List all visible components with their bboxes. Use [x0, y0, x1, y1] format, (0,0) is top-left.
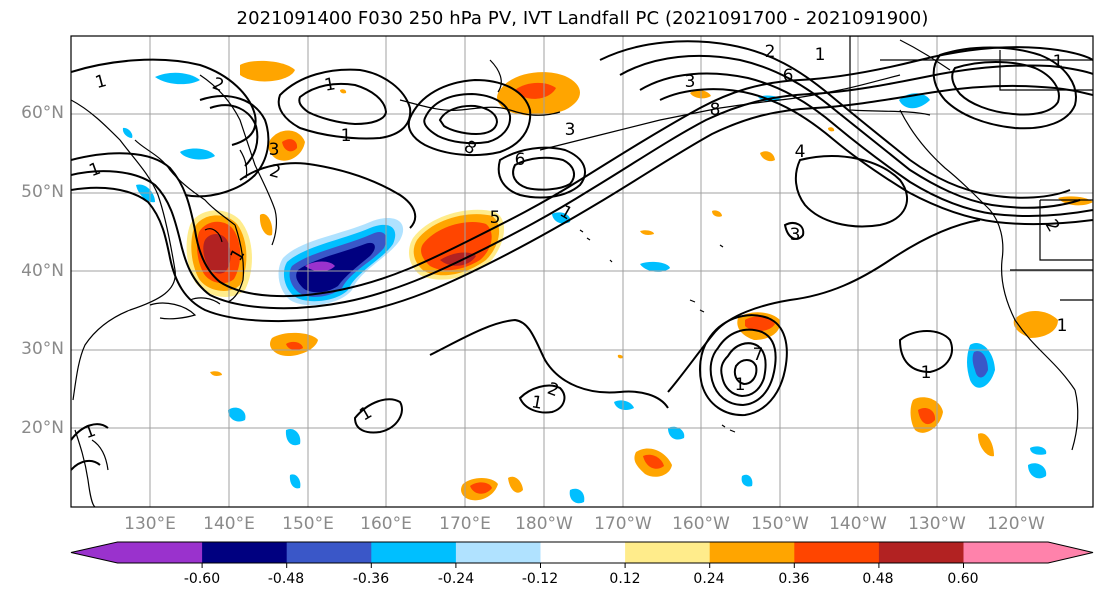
colorbar-extend-high [1048, 542, 1093, 563]
contour-label: 5 [490, 208, 501, 228]
contour-label: 3 [269, 140, 280, 160]
colorbar-tick-label: 0.48 [862, 571, 894, 587]
colorbar-segment [371, 542, 457, 563]
lat-label-30n: 30°N [21, 339, 64, 359]
lon-label-160e: 160°E [360, 514, 412, 534]
colorbar-extend-low [71, 542, 118, 563]
colorbar-segment [794, 542, 880, 563]
colorbar-tick-label: -0.48 [267, 571, 305, 587]
colorbar-outline [70, 541, 1094, 564]
contour-label: 8 [710, 100, 721, 120]
colorbar-tick-label: 0.12 [609, 571, 641, 587]
contour-label: 1 [1057, 316, 1068, 336]
colorbar-segment [625, 542, 711, 563]
colorbar-segment [286, 542, 372, 563]
colorbar-tick-label: -0.12 [521, 571, 559, 587]
contour-label: 2 [765, 42, 776, 62]
contour-label: 6 [515, 150, 526, 170]
colorbar-tick-label: 0.36 [778, 571, 810, 587]
colorbar-tick-label: 0.24 [693, 571, 725, 587]
contour-label: 3 [565, 120, 576, 140]
contour-label: 3 [685, 72, 696, 92]
lat-label-60n: 60°N [21, 103, 64, 123]
lon-label-160w: 160°W [672, 514, 730, 534]
contour-label: 6 [783, 66, 794, 86]
contour-label: 1 [341, 126, 352, 146]
contour-label: 2 [267, 161, 283, 183]
lon-label-150w: 150°W [751, 514, 809, 534]
contour-label: 1 [530, 392, 544, 414]
contour-label: 1 [93, 71, 109, 93]
contour-label: 1 [323, 74, 337, 96]
colorbar-segment [540, 542, 626, 563]
negative-pv-anomalies [122, 72, 1047, 504]
lat-label-40n: 40°N [21, 261, 64, 281]
colorbar-segment [878, 542, 964, 563]
contour-label: 1 [815, 45, 826, 65]
lat-label-20n: 20°N [21, 418, 64, 438]
contour-label: 1 [1053, 52, 1064, 72]
lon-label-120w: 120°W [987, 514, 1045, 534]
contour-label: 3 [790, 225, 801, 245]
lon-label-180w: 180°W [515, 514, 573, 534]
lon-label-170w: 170°W [594, 514, 652, 534]
contour-label: 1 [735, 375, 746, 395]
lon-label-150e: 150°E [282, 514, 334, 534]
lon-label-170e: 170°E [439, 514, 491, 534]
contour-label: 7 [753, 345, 764, 365]
colorbar-segment [963, 542, 1049, 563]
colorbar [70, 541, 1094, 568]
lon-label-130w: 130°W [908, 514, 966, 534]
colorbar-tick-label: 0.60 [947, 571, 979, 587]
colorbar-segment [455, 542, 541, 563]
colorbar-tick-label: -0.24 [437, 571, 475, 587]
pv-contours [71, 40, 1093, 471]
contour-label: 1 [921, 363, 932, 383]
lon-label-130e: 130°E [124, 514, 176, 534]
colorbar-segment [117, 542, 203, 563]
lat-label-50n: 50°N [21, 182, 64, 202]
map-title: 2021091400 F030 250 hPa PV, IVT Landfall… [236, 8, 929, 29]
lon-label-140w: 140°W [829, 514, 887, 534]
colorbar-tick-label: -0.36 [352, 571, 390, 587]
lon-label-140e: 140°E [203, 514, 255, 534]
colorbar-tick-label: -0.60 [183, 571, 221, 587]
contour-label: 4 [795, 142, 806, 162]
colorbar-segment [202, 542, 288, 563]
colorbar-segment [709, 542, 795, 563]
map-frame [70, 35, 1094, 508]
